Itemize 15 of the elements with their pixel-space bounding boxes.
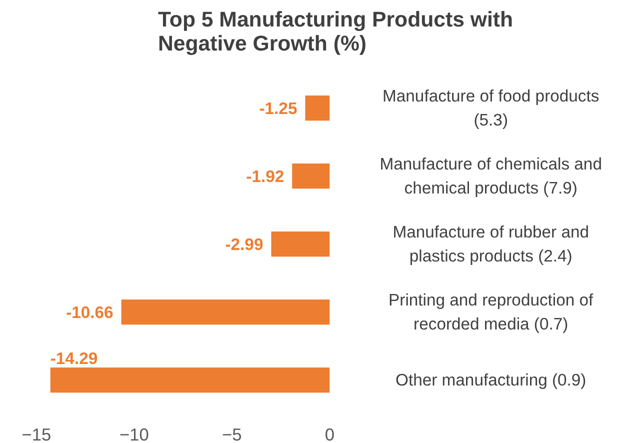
y-tick-label: Manufacture of food products (5.3) <box>382 86 600 130</box>
data-label: -14.29 <box>50 349 98 368</box>
y-tick-label: Other manufacturing (0.9) <box>396 370 586 390</box>
y-tick-label: Manufacture of chemicals and chemical products (7.9) <box>380 154 602 198</box>
x-tick-label: 0 <box>324 424 334 443</box>
data-label: -10.66 <box>66 303 114 322</box>
data-label: -1.25 <box>259 99 298 118</box>
x-tick-label: −10 <box>120 424 149 443</box>
x-tick-label: −15 <box>22 424 52 443</box>
x-tick-label: −5 <box>222 424 242 443</box>
chart-title: Top 5 Manufacturing Products with Negative Growth (%) <box>158 8 514 56</box>
data-label: -2.99 <box>225 235 264 254</box>
y-tick-label: Printing and reproduction of recorded media (0.7) <box>388 290 594 334</box>
data-label: -1.92 <box>246 167 284 186</box>
y-tick-label: Manufacture of rubber and plastics products (2.4) <box>392 222 590 266</box>
